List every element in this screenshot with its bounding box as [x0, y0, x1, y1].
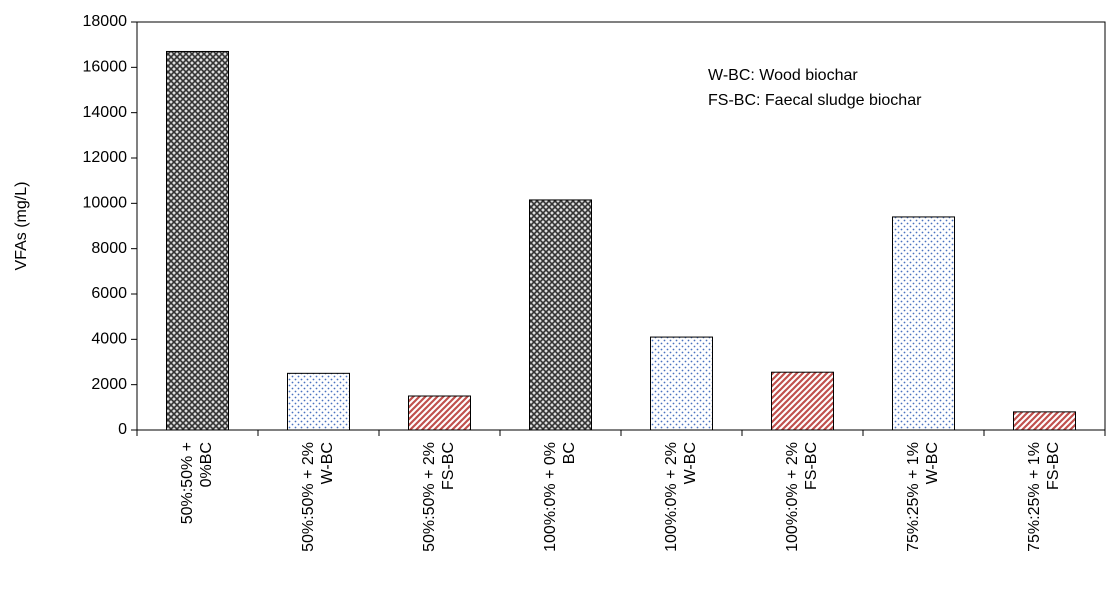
x-tick-label: 100%:0% + 0% — [542, 442, 559, 552]
y-tick-label: 0 — [118, 421, 127, 438]
x-tick-label: W-BC — [319, 442, 336, 484]
annotation: FS-BC: Faecal sludge biochar — [708, 92, 922, 109]
bar — [408, 395, 471, 431]
x-tick-label: 75%:25% + 1% — [905, 442, 922, 552]
bar — [1013, 411, 1076, 431]
y-tick-label: 2000 — [91, 376, 127, 393]
y-tick-label: 16000 — [83, 59, 128, 76]
bar — [287, 372, 350, 431]
x-tick-label: FS-BC — [1045, 442, 1062, 490]
bar — [892, 216, 955, 431]
x-tick-label: FS-BC — [803, 442, 820, 490]
x-tick-label: 75%:25% + 1% — [1026, 442, 1043, 552]
x-tick-label: 100%:0% + 2% — [663, 442, 680, 552]
x-tick-label: W-BC — [682, 442, 699, 484]
bar — [650, 336, 713, 431]
x-tick-label: 50%:50% + 2% — [421, 442, 438, 552]
y-tick-label: 4000 — [91, 331, 127, 348]
bar — [771, 371, 834, 431]
x-tick-label: 100%:0% + 2% — [784, 442, 801, 552]
bar — [166, 50, 229, 431]
bar — [529, 199, 592, 431]
y-tick-label: 6000 — [91, 285, 127, 302]
y-axis-label: VFAs (mg/L) — [13, 182, 30, 271]
x-tick-label: 50%:50% + — [179, 442, 196, 524]
x-tick-label: 50%:50% + 2% — [300, 442, 317, 552]
y-tick-label: 10000 — [83, 195, 128, 212]
x-tick-label: BC — [561, 442, 578, 464]
y-tick-label: 12000 — [83, 149, 128, 166]
plot-frame — [136, 21, 1106, 431]
x-tick-label: FS-BC — [440, 442, 457, 490]
y-tick-label: 8000 — [91, 240, 127, 257]
annotation: W-BC: Wood biochar — [708, 67, 858, 84]
x-tick-label: W-BC — [924, 442, 941, 484]
y-tick-label: 14000 — [83, 104, 128, 121]
x-tick-label: 0%BC — [198, 442, 215, 487]
y-tick-label: 18000 — [83, 13, 128, 30]
